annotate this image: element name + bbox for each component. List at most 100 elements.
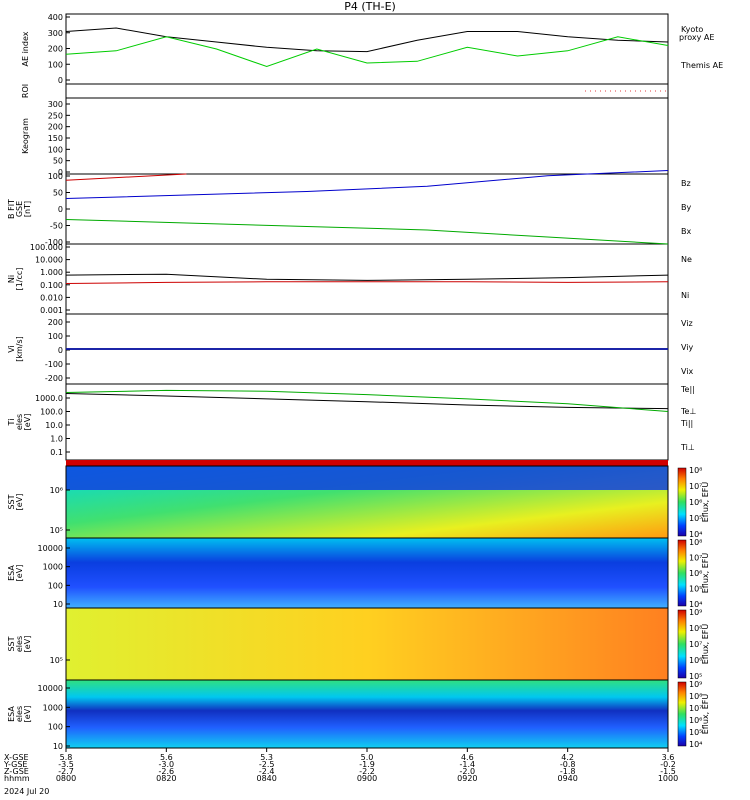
bfield-series-line xyxy=(65,219,669,245)
y-tick-label: 0.1 xyxy=(50,448,63,457)
y-axis-label: eles xyxy=(15,706,24,722)
x-tick-label: 0840 xyxy=(256,774,276,783)
cbar-label-1: Eflux, EFU xyxy=(701,482,710,523)
y-tick-label: 100.0 xyxy=(40,408,63,417)
y-tick-label: 50 xyxy=(53,189,63,198)
y-tick-label: 1000 xyxy=(43,563,63,572)
colorbar-tick-label: 10⁸ xyxy=(689,624,702,633)
roi-panel-frame xyxy=(65,83,669,99)
y-axis-label: eles xyxy=(15,636,24,652)
x-tick-label: -2.2 xyxy=(359,767,375,776)
y-tick-labels: 4003002001000300250200150100500100500-50… xyxy=(30,13,70,751)
x-tick-label: 3.6 xyxy=(662,753,675,762)
x-tick-label: 0920 xyxy=(457,774,477,783)
y-tick-label: 50 xyxy=(53,157,63,166)
y-axis-label: [eV] xyxy=(15,565,24,582)
chart-title: P4 (TH-E) xyxy=(344,0,396,13)
y-axis-label: [km/s] xyxy=(15,336,24,362)
y-tick-label: 10⁵ xyxy=(50,656,63,665)
y-axis-label: Vi xyxy=(7,345,16,353)
x-tick-label: -2.5 xyxy=(259,760,275,769)
panel-frames xyxy=(65,13,669,466)
colorbar-tick-label: 10⁶ xyxy=(689,498,702,507)
x-tick-label: 4.6 xyxy=(461,753,474,762)
sst-ion-colorbar xyxy=(677,467,687,537)
y-tick-label: 10000 xyxy=(38,684,63,693)
y-axis-label: [nT] xyxy=(23,201,32,217)
colorbar-tick-label: 10⁵ xyxy=(689,585,702,594)
legend-proxy-ae: proxy AE xyxy=(679,33,714,42)
x-tick-label: -2.0 xyxy=(460,767,476,776)
legend-entry: Te⊥ xyxy=(680,407,696,416)
y-tick-label: 0.001 xyxy=(40,306,63,315)
y-axis-label: Keogram xyxy=(21,118,30,154)
y-axis-labels: AE index ROI Keogram B FIT GSE [nT] Ni [1/cc] Vi… xyxy=(7,31,32,722)
x-tick-label: 0940 xyxy=(557,774,577,783)
x-tick-label: 0820 xyxy=(156,774,176,783)
y-tick-label: 0.100 xyxy=(40,281,63,290)
y-axis-label: eles xyxy=(15,414,24,430)
y-tick-label: 100 xyxy=(48,60,63,69)
legend-entry: Ni xyxy=(681,291,689,300)
legend-entry: By xyxy=(681,203,691,212)
x-tick-label: 5.0 xyxy=(361,753,374,762)
y-tick-label: 1000.0 xyxy=(35,394,63,403)
y-axis-label: SST xyxy=(7,494,16,509)
y-axis-label: GSE xyxy=(15,201,24,217)
legend-themis-ae: Themis AE xyxy=(680,61,723,70)
colorbar-tick-label: 10⁶ xyxy=(689,716,702,725)
x-tick-label: -2.6 xyxy=(159,767,175,776)
y-tick-label: 200 xyxy=(48,123,63,132)
bfield-series-line xyxy=(65,170,669,199)
legend-entry: Bz xyxy=(681,179,691,188)
y-tick-label: 100 xyxy=(48,145,63,154)
y-tick-label: 10 xyxy=(53,742,63,751)
x-tick-label: 0900 xyxy=(357,774,377,783)
legend-entry: Ti⊥ xyxy=(680,443,695,452)
y-tick-label: 200 xyxy=(48,45,63,54)
sst-ion-top-band xyxy=(66,466,668,490)
esa-electron-spectrogram xyxy=(66,680,668,748)
y-tick-label: 10 xyxy=(53,600,63,609)
y-tick-label: 100 xyxy=(48,172,63,181)
y-tick-label: 0 xyxy=(58,168,63,177)
density-series-line xyxy=(65,273,669,281)
y-axis-label: Ni xyxy=(7,275,16,283)
legend-kyoto: Kyoto xyxy=(681,25,703,34)
x-tick-label: -1.4 xyxy=(460,760,476,769)
legend-entry: Vix xyxy=(681,367,694,376)
colorbar-tick-label: 10⁸ xyxy=(689,692,702,701)
y-tick-label: 0.010 xyxy=(40,293,63,302)
y-axis-label: ESA xyxy=(7,706,16,722)
colorbar-tick-label: 10⁴ xyxy=(689,530,702,539)
status-bar xyxy=(66,460,668,466)
x-row-label: hhmm xyxy=(4,774,30,783)
sst-electron-colorbar xyxy=(677,609,687,679)
x-tick-label: -1.8 xyxy=(560,767,576,776)
x-tick-label: 1000 xyxy=(658,774,678,783)
y-axis-label: SST xyxy=(7,636,16,651)
x-tick-label: -3.0 xyxy=(159,760,175,769)
x-tick-label: -1.5 xyxy=(660,767,676,776)
colorbar-tick-label: 10⁸ xyxy=(689,538,702,547)
y-tick-label: 10⁵ xyxy=(50,526,63,535)
x-tick-label: -3.5 xyxy=(58,760,74,769)
colorbar-tick-label: 10⁵ xyxy=(689,728,702,737)
colorbar-tick-label: 10⁵ xyxy=(689,672,702,681)
density-series-line xyxy=(65,281,669,284)
sst-electron-spectrogram xyxy=(66,608,668,680)
legend-entry: Bx xyxy=(681,227,691,236)
y-tick-label: 300 xyxy=(48,29,63,38)
esa-electron-colorbar xyxy=(677,681,687,747)
x-tick-label: -1.9 xyxy=(359,760,375,769)
y-axis-label: AE index xyxy=(21,31,30,66)
y-tick-label: 300 xyxy=(48,100,63,109)
y-tick-label: 100.000 xyxy=(30,243,63,252)
cbar-label-3: Eflux, EFU xyxy=(701,624,710,665)
bfield-series-line xyxy=(65,173,187,181)
legend-entry: Ti|| xyxy=(680,419,693,428)
legend-entry: Viz xyxy=(681,319,693,328)
y-tick-label: 150 xyxy=(48,134,63,143)
